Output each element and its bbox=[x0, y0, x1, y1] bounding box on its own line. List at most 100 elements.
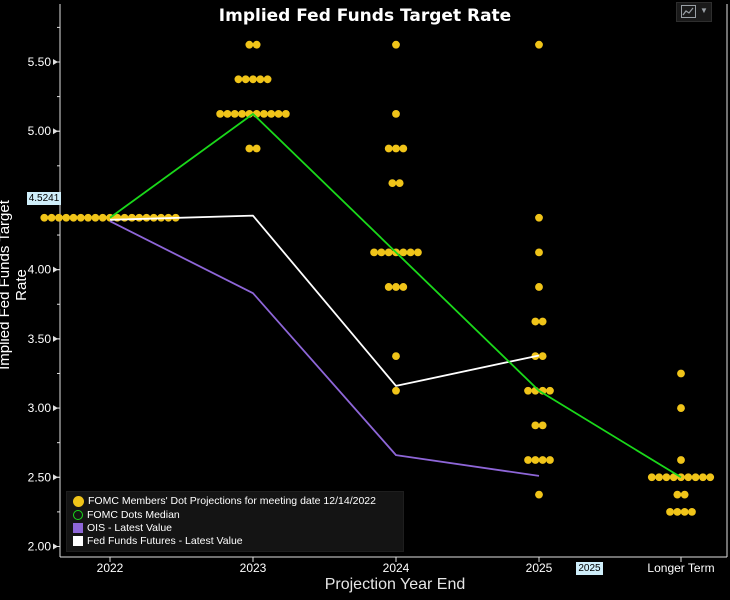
dot-projection bbox=[699, 473, 707, 482]
dot-projection bbox=[684, 473, 693, 482]
dot-projection bbox=[531, 456, 540, 464]
dot-projection bbox=[245, 40, 254, 49]
legend-item-futures: Fed Funds Futures - Latest Value bbox=[73, 535, 243, 548]
dot-projection bbox=[647, 473, 656, 482]
dot-projection bbox=[76, 213, 85, 222]
x-axis-label: Projection Year End bbox=[324, 576, 466, 593]
y-tick-marker bbox=[53, 335, 58, 342]
dot-projection bbox=[142, 213, 151, 222]
dot-projection bbox=[395, 179, 404, 188]
x-tick-label: 2022 bbox=[97, 561, 124, 575]
dot-projection bbox=[535, 283, 543, 291]
dot-projection bbox=[531, 317, 540, 326]
dot-projection bbox=[655, 473, 663, 482]
x-tick-label: 2023 bbox=[240, 561, 267, 575]
dot-projection bbox=[677, 369, 685, 378]
x-tick-label: 2024 bbox=[383, 561, 410, 575]
chart-title: Implied Fed Funds Target Rate bbox=[218, 6, 512, 26]
caret-down-icon: ▼ bbox=[700, 6, 708, 15]
dot-projection bbox=[535, 490, 543, 499]
legend-swatch-ring bbox=[73, 510, 83, 521]
dot-projection bbox=[241, 75, 250, 84]
dot-projection bbox=[538, 456, 547, 464]
legend-label: OIS - Latest Value bbox=[87, 522, 173, 534]
dot-projection bbox=[91, 213, 100, 222]
dot-projection bbox=[414, 248, 422, 257]
dot-projection bbox=[40, 213, 49, 222]
dot-projection bbox=[392, 283, 400, 291]
dot-projection bbox=[249, 75, 257, 84]
dot-projection bbox=[384, 248, 393, 257]
y-tick-label: 3.00 bbox=[28, 401, 52, 415]
dot-projection bbox=[55, 213, 63, 222]
dot-projection bbox=[256, 75, 265, 84]
dot-projection bbox=[234, 75, 243, 84]
dot-projection bbox=[392, 110, 400, 118]
axes: 2.002.503.003.504.004.505.005.5020222023… bbox=[28, 4, 728, 575]
dot-projection bbox=[223, 110, 232, 118]
dot-projection bbox=[399, 283, 408, 291]
x-tick-label: 2025 bbox=[526, 561, 553, 575]
dot-projection bbox=[267, 110, 276, 118]
series-lines bbox=[109, 113, 682, 479]
line-chart-icon bbox=[681, 5, 696, 18]
dot-projection bbox=[538, 421, 547, 430]
dot-projection bbox=[127, 213, 136, 222]
y-tick-label: 4.00 bbox=[28, 263, 52, 277]
legend-item-median: FOMC Dots Median bbox=[73, 509, 180, 522]
legend-item-ois: OIS - Latest Value bbox=[73, 522, 172, 535]
dot-projection bbox=[260, 110, 268, 118]
dot-projection bbox=[399, 248, 408, 257]
dot-projection bbox=[688, 507, 696, 516]
chart-type-button[interactable]: ▼ bbox=[676, 2, 712, 22]
dot-projection bbox=[377, 248, 386, 257]
y-tick-marker bbox=[53, 128, 58, 135]
legend-item-dot-projections: FOMC Members' Dot Projections for meetin… bbox=[73, 495, 376, 508]
dot-projection bbox=[392, 144, 400, 153]
y-tick-marker bbox=[53, 405, 58, 412]
dot-projection bbox=[546, 456, 554, 464]
dot-projection bbox=[69, 213, 78, 222]
dot-projection bbox=[384, 144, 393, 153]
dot-projection bbox=[370, 248, 378, 257]
legend-swatch-dot bbox=[73, 495, 84, 507]
dot-projection bbox=[538, 317, 547, 326]
y-tick-label: 2.00 bbox=[28, 540, 52, 554]
dot-projection bbox=[538, 352, 547, 361]
dot-projection bbox=[120, 213, 129, 222]
dot-projection bbox=[263, 75, 272, 84]
dot-projection bbox=[245, 144, 254, 153]
y-tick-marker bbox=[53, 266, 58, 273]
dot-projection bbox=[216, 110, 225, 118]
y-tick-label: 5.50 bbox=[28, 55, 52, 69]
legend-swatch-white bbox=[73, 536, 83, 547]
dot-projection bbox=[392, 352, 400, 361]
dot-projection bbox=[666, 507, 674, 516]
y-crosshair-value-badge: 4.5241 bbox=[27, 192, 61, 205]
dot-projection bbox=[535, 40, 543, 49]
dot-projection bbox=[84, 213, 92, 222]
dot-projection bbox=[281, 110, 290, 118]
y-tick-label: 5.00 bbox=[28, 124, 52, 138]
dot-projection bbox=[62, 213, 71, 222]
ois-line bbox=[109, 220, 540, 477]
dot-projection bbox=[546, 386, 554, 395]
legend: FOMC Members' Dot Projections for meetin… bbox=[66, 491, 404, 552]
dot-projections bbox=[40, 40, 715, 516]
dot-projection bbox=[662, 473, 671, 482]
median-line bbox=[109, 113, 682, 479]
legend-swatch-purple bbox=[73, 523, 83, 534]
dot-projection bbox=[680, 507, 689, 516]
dot-projection bbox=[677, 404, 685, 412]
dot-projection bbox=[673, 507, 682, 516]
dot-projection bbox=[535, 248, 543, 257]
x-crosshair-value-badge: 2025 bbox=[576, 562, 603, 575]
dot-projection bbox=[399, 144, 408, 153]
y-tick-marker bbox=[53, 474, 58, 481]
dot-projection bbox=[406, 248, 415, 257]
dot-projection bbox=[230, 110, 239, 118]
dot-projection bbox=[669, 473, 678, 482]
dot-projection bbox=[384, 283, 393, 291]
y-tick-label: 3.50 bbox=[28, 332, 52, 346]
dot-projection bbox=[238, 110, 246, 118]
